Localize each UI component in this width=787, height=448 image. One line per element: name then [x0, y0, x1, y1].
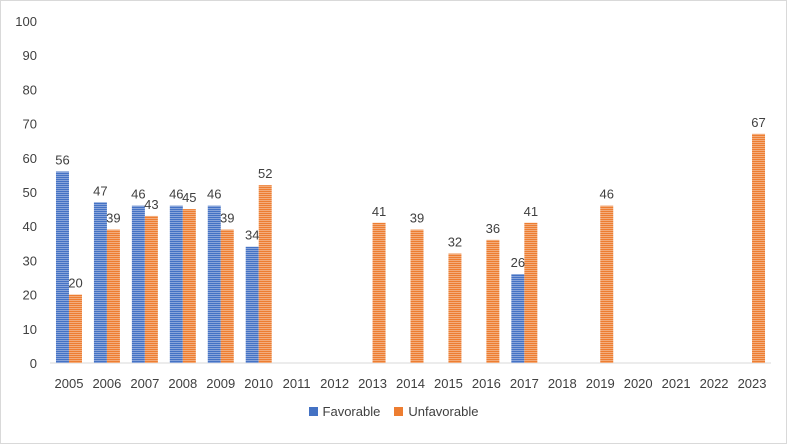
x-tick-label: 2011 [283, 376, 311, 391]
legend-label-unfavorable: Unfavorable [408, 404, 479, 419]
x-tick-label: 2023 [738, 376, 767, 391]
favorable-bar [245, 246, 259, 363]
favorable-bar [131, 205, 145, 363]
unfavorable-data-label: 32 [448, 235, 462, 250]
unfavorable-data-label: 43 [144, 197, 158, 212]
unfavorable-data-label: 41 [524, 204, 538, 219]
x-tick-label: 2020 [624, 376, 653, 391]
unfavorable-bar [486, 239, 500, 363]
x-tick-label: 2022 [700, 376, 729, 391]
x-tick-label: 2021 [662, 376, 691, 391]
y-tick-label: 10 [23, 322, 37, 337]
y-tick-label: 40 [23, 219, 37, 234]
y-tick-label: 0 [30, 356, 37, 371]
unfavorable-bar [68, 294, 82, 363]
unfavorable-bar [106, 229, 120, 363]
x-tick-label: 2016 [472, 376, 501, 391]
x-tick-label: 2007 [130, 376, 159, 391]
unfavorable-bar [448, 253, 462, 363]
legend-label-favorable: Favorable [322, 404, 381, 419]
unfavorable-bar [524, 222, 538, 363]
x-tick-label: 2015 [434, 376, 463, 391]
y-tick-label: 90 [23, 48, 37, 63]
bars [55, 133, 766, 363]
unfavorable-data-label: 20 [68, 276, 82, 291]
unfavorable-data-label: 67 [751, 115, 765, 130]
favorable-data-label: 26 [511, 255, 525, 270]
x-tick-label: 2019 [586, 376, 615, 391]
unfavorable-data-label: 39 [106, 211, 120, 226]
x-tick-label: 2012 [320, 376, 349, 391]
y-tick-label: 100 [15, 14, 37, 29]
unfavorable-data-label: 39 [410, 211, 424, 226]
unfavorable-bar [410, 229, 424, 363]
y-tick-label: 50 [23, 185, 37, 200]
favorable-data-label: 56 [55, 152, 69, 167]
unfavorable-bar [258, 185, 272, 363]
favorable-bar [207, 205, 221, 363]
favorable-bar [169, 205, 183, 363]
y-tick-label: 80 [23, 82, 37, 97]
legend-swatch-favorable [308, 407, 318, 416]
x-tick-label: 2014 [396, 376, 425, 391]
x-axis: 2005 2006 2007 2008 2009 2010 2011 2012 2013 2014… [50, 362, 771, 391]
favorable-data-label: 34 [245, 228, 259, 243]
unfavorable-data-label: 45 [182, 190, 196, 205]
favorable-bar [93, 202, 107, 363]
unfavorable-bar [182, 209, 196, 363]
x-tick-label: 2009 [206, 376, 235, 391]
favorable-data-label: 46 [207, 187, 221, 202]
x-tick-label: 2010 [244, 376, 273, 391]
unfavorable-data-label: 39 [220, 211, 234, 226]
legend-item-favorable: Favorable [308, 404, 381, 419]
y-tick-label: 20 [23, 288, 37, 303]
favorable-bar [511, 274, 525, 363]
x-tick-label: 2018 [548, 376, 577, 391]
unfavorable-data-label: 52 [258, 166, 272, 181]
x-tick-label: 2008 [168, 376, 197, 391]
y-tick-label: 70 [23, 117, 37, 132]
unfavorable-data-label: 46 [600, 187, 614, 202]
data-labels: 56 47 46 46 46 34 26 20 39 43 45 39 52 41 39 32 36 41 46 67 [55, 115, 766, 291]
legend-swatch-unfavorable [394, 407, 404, 416]
x-tick-label: 2013 [358, 376, 387, 391]
favorable-data-label: 47 [93, 183, 107, 198]
unfavorable-bar [372, 222, 386, 363]
legend-item-unfavorable: Unfavorable [394, 404, 478, 419]
x-tick-label: 2005 [55, 376, 84, 391]
y-tick-label: 60 [23, 151, 37, 166]
unfavorable-data-label: 41 [372, 204, 386, 219]
favorable-data-label: 46 [131, 187, 145, 202]
unfavorable-bar [752, 133, 766, 363]
unfavorable-bar [220, 229, 234, 363]
unfavorable-bar [144, 215, 158, 363]
y-axis: 0 10 20 30 40 50 60 70 80 90 100 [15, 14, 37, 371]
x-tick-label: 2017 [510, 376, 539, 391]
y-tick-label: 30 [23, 253, 37, 268]
x-tick-label: 2006 [92, 376, 121, 391]
unfavorable-bar [600, 205, 614, 363]
favorable-bar [55, 171, 69, 363]
legend: Favorable Unfavorable [0, 404, 787, 419]
favorable-data-label: 46 [169, 187, 183, 202]
unfavorable-data-label: 36 [486, 221, 500, 236]
